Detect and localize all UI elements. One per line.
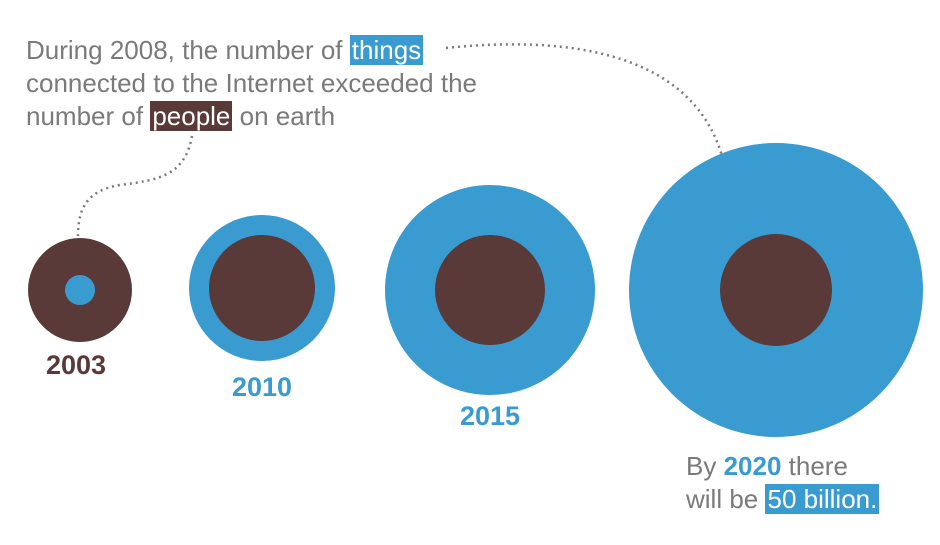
annotation-line: number of people on earth <box>26 100 335 133</box>
people-circle <box>435 235 545 345</box>
highlight: things <box>349 35 424 65</box>
highlight: 50 billion. <box>765 484 880 514</box>
annotation-line: During 2008, the number of things <box>26 34 424 67</box>
footer-line: will be 50 billion. <box>686 483 880 516</box>
things-circle <box>65 275 95 305</box>
connector <box>76 135 194 237</box>
footer-line: By 2020 there <box>686 450 848 483</box>
highlight: people <box>150 101 233 131</box>
year-label: 2010 <box>231 372 293 402</box>
text: will be <box>686 484 759 514</box>
text: number of <box>26 101 144 131</box>
people-circle <box>209 235 315 341</box>
people-circle <box>720 234 832 346</box>
annotation-line: connected to the Internet exceeded the <box>26 67 477 100</box>
year-label: 2020 <box>723 451 782 481</box>
text: By <box>686 451 717 481</box>
year-label: 2015 <box>459 401 521 431</box>
text: During 2008, the number of <box>26 35 343 65</box>
text: connected to the Internet exceeded the <box>26 68 478 98</box>
connector <box>445 43 724 157</box>
text: on earth <box>239 101 336 131</box>
year-label: 2003 <box>45 350 107 380</box>
text: there <box>788 451 848 481</box>
